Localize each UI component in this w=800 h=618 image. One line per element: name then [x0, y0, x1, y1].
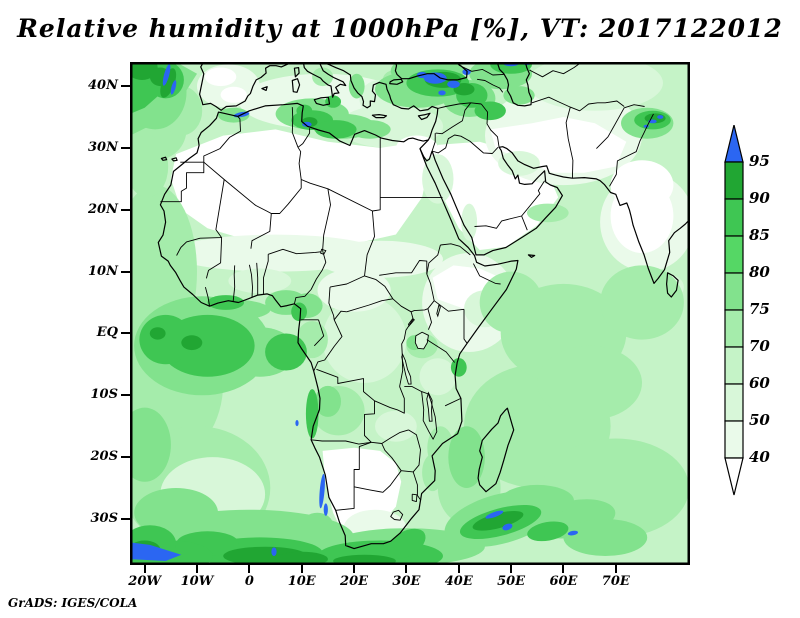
y-axis-label: EQ	[96, 325, 118, 341]
x-axis-label: 50E	[497, 574, 526, 589]
colorbar-tick-label: 70	[749, 337, 770, 355]
map-frame	[130, 62, 690, 565]
x-axis-tick	[300, 565, 303, 573]
y-axis-tick	[121, 85, 130, 88]
x-axis-tick	[405, 565, 408, 573]
colorbar-tick-label: 75	[749, 300, 770, 318]
colorbar-tick-label: 90	[749, 189, 770, 207]
x-axis-tick	[614, 565, 617, 573]
x-axis-label: 20E	[340, 574, 369, 589]
x-axis-label: 60E	[549, 574, 578, 589]
y-axis-tick	[121, 394, 130, 397]
colorbar-segment	[724, 309, 744, 348]
x-axis-tick	[248, 565, 251, 573]
x-axis-label: 20W	[128, 574, 161, 589]
colorbar-legend: 95 90 85 80 75 70 60 50 40	[723, 124, 799, 505]
y-axis-tick	[121, 270, 130, 273]
colorbar-arrow-below-min	[724, 457, 744, 496]
colorbar-tick-label: 50	[749, 411, 770, 429]
colorbar-tick-label: 40	[749, 448, 770, 466]
colorbar-segment	[724, 383, 744, 422]
attribution: GrADS: IGES/COLA	[8, 596, 138, 610]
colorbar-tick-label: 60	[749, 374, 770, 392]
plot-title: Relative humidity at 1000hPa [%], VT: 20…	[17, 14, 783, 43]
y-axis-label: 10S	[90, 387, 118, 403]
colorbar-tick-label: 85	[749, 226, 770, 244]
y-axis-tick	[121, 456, 130, 459]
colorbar-segment	[724, 235, 744, 274]
x-axis-label: 30E	[392, 574, 421, 589]
x-axis-tick	[143, 565, 146, 573]
y-axis-tick	[121, 517, 130, 520]
x-axis-tick	[196, 565, 198, 573]
y-axis-label: 30N	[88, 139, 118, 155]
colorbar-tick-label: 95	[749, 152, 770, 170]
coastlines	[157, 61, 692, 550]
y-axis-tick	[121, 332, 130, 335]
colorbar-segment	[724, 420, 744, 459]
colorbar-tick-label: 80	[749, 263, 770, 281]
map-panel	[113, 55, 695, 575]
x-axis-tick	[562, 565, 565, 573]
x-axis-label: 40E	[444, 574, 473, 589]
y-axis-tick	[121, 208, 130, 211]
y-axis-label: 30S	[90, 510, 118, 526]
colorbar-segment	[724, 161, 744, 200]
y-axis-label: 10N	[88, 263, 118, 279]
x-axis-tick	[510, 565, 513, 573]
humidity-shading	[113, 55, 695, 575]
colorbar-segment	[724, 272, 744, 311]
x-axis-label: 70E	[601, 574, 630, 589]
colorbar-segment	[724, 198, 744, 237]
colorbar-canvas	[724, 124, 744, 496]
y-axis-label: 20S	[90, 449, 118, 465]
colorbar-segment	[724, 346, 744, 385]
map-canvas	[113, 55, 695, 575]
y-axis-label: 20N	[88, 201, 118, 217]
x-axis-tick	[353, 565, 356, 573]
x-axis-tick	[457, 565, 460, 573]
country-borders	[160, 61, 654, 521]
y-axis-tick	[121, 146, 130, 149]
x-axis-label: 10W	[180, 574, 214, 589]
x-axis-label: 0	[244, 574, 254, 589]
y-axis-label: 40N	[88, 78, 118, 94]
x-axis-label: 10E	[287, 574, 316, 589]
colorbar-arrow-above-max	[724, 124, 744, 163]
